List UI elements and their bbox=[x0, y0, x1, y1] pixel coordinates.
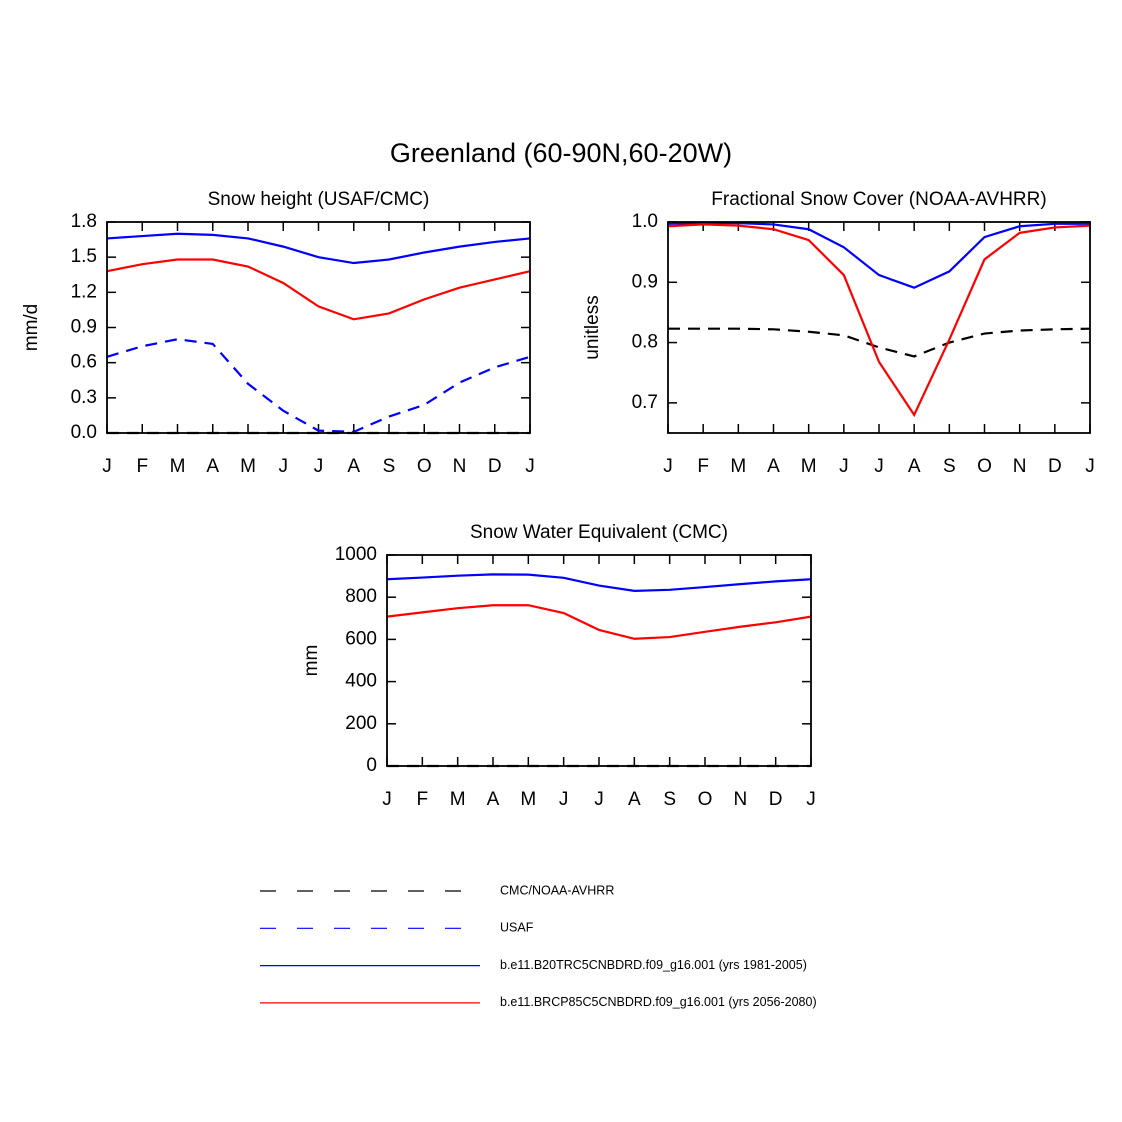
y-axis-label: unitless bbox=[582, 295, 603, 359]
x-tick-label: A bbox=[206, 456, 219, 477]
x-tick-label: A bbox=[628, 789, 641, 810]
x-tick-label: J bbox=[525, 456, 535, 477]
x-tick-label: M bbox=[450, 789, 466, 810]
x-tick-label: J bbox=[663, 456, 673, 477]
x-tick-label: J bbox=[102, 456, 112, 477]
y-tick-label: 0.3 bbox=[71, 387, 97, 408]
x-tick-label: A bbox=[908, 456, 921, 477]
panel-title: Fractional Snow Cover (NOAA-AVHRR) bbox=[711, 189, 1046, 210]
x-tick-label: J bbox=[314, 456, 324, 477]
series-line bbox=[667, 222, 1090, 289]
legend-label: CMC/NOAA-AVHRR bbox=[500, 883, 614, 897]
x-tick-label: N bbox=[453, 456, 467, 477]
x-tick-label: J bbox=[594, 789, 604, 810]
x-tick-label: J bbox=[839, 456, 849, 477]
panel-title: Snow height (USAF/CMC) bbox=[208, 189, 430, 210]
x-tick-label: O bbox=[977, 456, 992, 477]
y-tick-label: 0.8 bbox=[632, 332, 658, 353]
x-tick-label: J bbox=[806, 789, 816, 810]
x-tick-label: A bbox=[487, 789, 500, 810]
y-tick-label: 1000 bbox=[335, 544, 377, 565]
x-tick-label: F bbox=[136, 456, 148, 477]
y-tick-label: 1.5 bbox=[71, 246, 97, 267]
x-tick-label: D bbox=[1048, 456, 1062, 477]
plot-frame bbox=[667, 221, 1091, 434]
legend-label: USAF bbox=[500, 921, 534, 935]
x-tick-label: S bbox=[943, 456, 956, 477]
x-tick-label: M bbox=[170, 456, 186, 477]
x-tick-label: O bbox=[698, 789, 713, 810]
series-line bbox=[667, 223, 1091, 418]
figure-title: Greenland (60-90N,60-20W) bbox=[390, 138, 732, 168]
x-tick-label: J bbox=[382, 789, 392, 810]
y-tick-label: 1.0 bbox=[632, 211, 658, 232]
series-line bbox=[668, 327, 1091, 358]
x-tick-label: J bbox=[1085, 456, 1095, 477]
x-tick-label: O bbox=[417, 456, 432, 477]
plot-frame bbox=[106, 221, 531, 434]
x-tick-label: A bbox=[347, 456, 360, 477]
series-line bbox=[106, 338, 531, 433]
y-axis-label: mm bbox=[301, 645, 322, 677]
y-tick-label: 0.6 bbox=[71, 352, 97, 373]
x-tick-label: M bbox=[520, 789, 536, 810]
x-tick-label: J bbox=[279, 456, 289, 477]
y-tick-label: 800 bbox=[345, 586, 377, 607]
x-tick-label: N bbox=[1013, 456, 1027, 477]
series-line bbox=[386, 573, 812, 592]
legend-label: b.e11.B20TRC5CNBDRD.f09_g16.001 (yrs 198… bbox=[500, 958, 807, 972]
y-tick-label: 400 bbox=[345, 671, 377, 692]
y-tick-label: 600 bbox=[345, 628, 377, 649]
series-line bbox=[386, 604, 812, 640]
x-tick-label: D bbox=[488, 456, 502, 477]
y-tick-label: 0.9 bbox=[632, 271, 658, 292]
series-line bbox=[106, 258, 531, 321]
x-tick-label: S bbox=[663, 789, 676, 810]
x-tick-label: S bbox=[383, 456, 396, 477]
x-tick-label: D bbox=[769, 789, 783, 810]
y-tick-label: 0.9 bbox=[71, 317, 97, 338]
y-tick-label: 1.2 bbox=[71, 281, 97, 302]
x-tick-label: J bbox=[559, 789, 569, 810]
x-tick-label: F bbox=[697, 456, 709, 477]
y-tick-label: 0.7 bbox=[632, 392, 658, 413]
y-tick-label: 200 bbox=[345, 713, 377, 734]
panel-title: Snow Water Equivalent (CMC) bbox=[470, 522, 728, 543]
x-tick-label: J bbox=[874, 456, 884, 477]
y-tick-label: 0.0 bbox=[71, 422, 97, 443]
y-tick-label: 1.8 bbox=[71, 211, 97, 232]
plot-frame bbox=[386, 554, 812, 767]
x-tick-label: F bbox=[417, 789, 429, 810]
series-line bbox=[106, 232, 531, 265]
x-tick-label: N bbox=[733, 789, 747, 810]
x-tick-label: M bbox=[801, 456, 817, 477]
y-axis-label: mm/d bbox=[21, 304, 42, 352]
x-tick-label: A bbox=[767, 456, 780, 477]
x-tick-label: M bbox=[240, 456, 256, 477]
legend-label: b.e11.BRCP85C5CNBDRD.f09_g16.001 (yrs 20… bbox=[500, 995, 817, 1009]
x-tick-label: M bbox=[730, 456, 746, 477]
y-tick-label: 0 bbox=[366, 755, 377, 776]
